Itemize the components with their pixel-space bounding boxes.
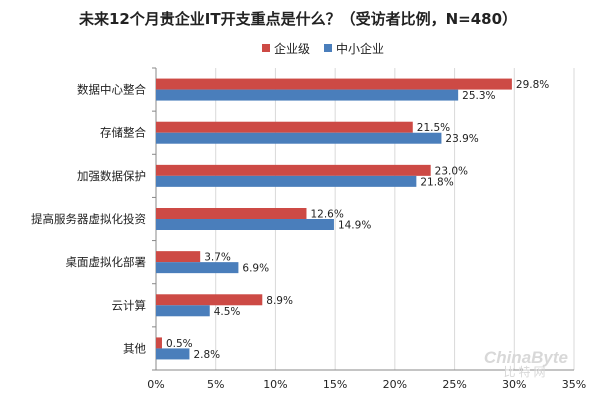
- category-label: 其他: [123, 341, 146, 355]
- data-label-sme: 14.9%: [338, 220, 371, 232]
- legend-item-enterprise: 企业级: [262, 40, 310, 57]
- x-tick-label: 0%: [147, 378, 164, 391]
- data-label-sme: 2.8%: [193, 349, 220, 361]
- data-label-enterprise: 23.0%: [435, 165, 468, 177]
- category-label: 桌面虚拟化部署: [66, 255, 147, 269]
- category-label: 加强数据保护: [77, 169, 146, 183]
- bar-enterprise: [156, 78, 512, 90]
- data-label-sme: 6.9%: [242, 263, 269, 275]
- data-label-enterprise: 8.9%: [266, 295, 293, 307]
- legend-swatch-sme: [324, 44, 333, 52]
- watermark-brand-cn: 比特网: [503, 365, 549, 379]
- bar-sme: [156, 175, 417, 187]
- data-label-sme: 4.5%: [214, 306, 241, 318]
- data-label-enterprise: 3.7%: [204, 252, 231, 264]
- category-label: 提高服务器虚拟化投资: [31, 212, 146, 226]
- legend: 企业级 中小企业: [262, 40, 398, 56]
- bar-enterprise: [156, 251, 201, 263]
- x-tick-label: 5%: [207, 378, 224, 391]
- bar-sme: [156, 132, 442, 144]
- data-label-enterprise: 12.6%: [310, 209, 343, 221]
- data-label-enterprise: 0.5%: [166, 338, 193, 350]
- x-tick-label: 10%: [263, 378, 287, 391]
- data-label-sme: 25.3%: [462, 90, 495, 102]
- bar-enterprise: [156, 294, 263, 306]
- bar-sme: [156, 219, 334, 230]
- bar-enterprise: [156, 208, 307, 219]
- legend-label-sme: 中小企业: [336, 41, 385, 56]
- legend-item-sme: 中小企业: [324, 40, 384, 57]
- bar-sme: [156, 262, 239, 274]
- data-label-sme: 23.9%: [445, 133, 478, 145]
- x-tick-label: 35%: [562, 378, 586, 391]
- x-tick-label: 25%: [442, 378, 466, 391]
- x-tick-label: 15%: [323, 378, 347, 391]
- bar-sme: [156, 348, 190, 360]
- category-label: 数据中心整合: [77, 83, 146, 97]
- legend-label-enterprise: 企业级: [274, 41, 311, 56]
- category-label: 云计算: [112, 298, 147, 312]
- bar-sme: [156, 305, 210, 317]
- chinabyte-watermark: ChinaByte 比特网: [484, 349, 568, 378]
- category-label: 存储整合: [100, 126, 146, 140]
- watermark-brand: ChinaByte: [483, 348, 568, 367]
- x-tick-label: 20%: [383, 378, 407, 391]
- data-label-enterprise: 21.5%: [417, 122, 450, 134]
- data-label-enterprise: 29.8%: [516, 79, 549, 91]
- bar-sme: [156, 89, 459, 101]
- data-label-sme: 21.8%: [420, 176, 453, 188]
- legend-swatch-enterprise: [262, 44, 270, 52]
- bar-enterprise: [156, 164, 431, 176]
- bar-enterprise: [156, 337, 162, 349]
- x-tick-label: 30%: [502, 378, 526, 391]
- chart-title: 未来12个月贵企业IT开支重点是什么？（受访者比例，N=480）: [78, 10, 518, 28]
- bar-enterprise: [156, 121, 413, 133]
